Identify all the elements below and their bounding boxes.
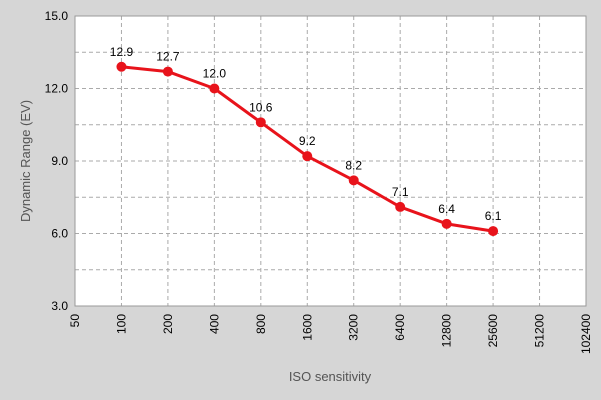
x-tick-label: 102400: [579, 314, 593, 354]
x-tick-label: 12800: [440, 314, 454, 348]
data-label: 12.0: [203, 67, 227, 81]
x-tick-label: 3200: [347, 314, 361, 341]
data-label: 6.4: [438, 202, 455, 216]
data-point: [395, 201, 406, 212]
x-tick-label: 6400: [393, 314, 407, 341]
x-tick-label: 100: [114, 314, 128, 334]
x-tick-label: 50: [68, 314, 82, 328]
data-point: [116, 61, 127, 72]
x-tick-label: 1600: [300, 314, 314, 341]
y-tick-label: 3.0: [51, 299, 68, 313]
data-label: 12.9: [110, 45, 134, 59]
x-tick-label: 200: [161, 314, 175, 334]
data-label: 10.6: [249, 100, 273, 114]
data-label: 7.1: [392, 185, 409, 199]
y-axis-title: Dynamic Range (EV): [18, 100, 33, 222]
data-point: [255, 117, 266, 128]
y-tick-label: 6.0: [51, 227, 68, 241]
plot-border: [74, 15, 587, 307]
x-tick-label: 800: [254, 314, 268, 334]
x-tick-label: 25600: [486, 314, 500, 348]
y-tick-label: 9.0: [51, 154, 68, 168]
data-label: 12.7: [156, 50, 180, 64]
x-axis-ticks: 50 100 200 400 800 1600 3200 6400 12800 25600 5120…: [68, 314, 593, 354]
x-tick-label: 400: [207, 314, 221, 334]
x-axis-title: ISO sensitivity: [289, 369, 372, 384]
x-tick-label: 51200: [533, 314, 547, 348]
series-dynamic-range: 12.9 12.7 12.0 10.6 9.2 8.2 7.1 6.4 6.1: [110, 45, 502, 237]
data-point: [209, 83, 220, 94]
grid-lines: [74, 15, 587, 307]
data-point: [488, 226, 499, 237]
y-axis-ticks: 3.0 6.0 9.0 12.0 15.0: [45, 9, 69, 313]
y-tick-label: 12.0: [45, 82, 69, 96]
data-label: 6.1: [485, 209, 502, 223]
y-tick-label: 15.0: [45, 9, 69, 23]
data-point: [162, 66, 173, 77]
data-point: [302, 151, 313, 162]
data-point: [348, 175, 359, 186]
data-label: 9.2: [299, 134, 316, 148]
data-label: 8.2: [345, 158, 362, 172]
data-point: [441, 218, 452, 229]
